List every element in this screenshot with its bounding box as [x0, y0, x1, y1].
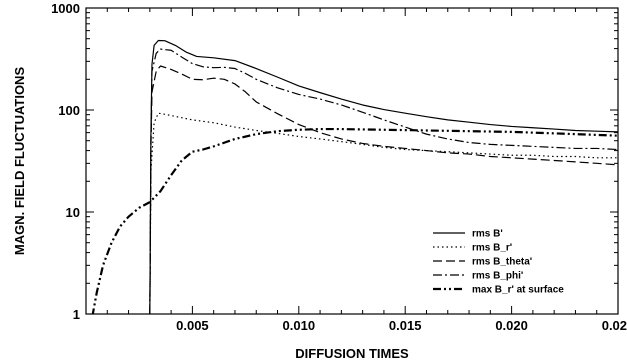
plot-frame [85, 7, 619, 315]
legend-label: rms B_r' [472, 243, 512, 254]
axis-ticks [86, 7, 619, 315]
series-group [91, 39, 618, 314]
x-tick-label: 0.005 [176, 318, 209, 333]
y-tick-label: 10 [66, 205, 80, 220]
legend-label: rms B_theta' [472, 257, 532, 268]
x-tick-label: 0.010 [283, 318, 316, 333]
legend-label: rms B_phi' [472, 271, 523, 282]
series-line-1 [149, 39, 618, 314]
x-tick-label: 0.015 [389, 318, 422, 333]
tick-labels: 0.005 0.010 0.015 0.020 0.025 1 10 100 1000 [51, 1, 627, 333]
x-tick-label: 0.025 [602, 318, 627, 333]
series-line-2 [149, 112, 618, 314]
legend-label: max B_r' at surface [472, 285, 564, 296]
legend: rms B' rms B_r'rms B_theta'rms B_phi'max … [433, 229, 564, 296]
x-axis-title: DIFFUSION TIMES [295, 346, 409, 361]
x-tick-label: 0.020 [495, 318, 528, 333]
series-line-5 [91, 127, 618, 314]
y-axis-title: MAGN. FIELD FLUCTUATIONS [12, 67, 27, 256]
y-tick-label: 100 [58, 103, 80, 118]
legend-label: rms B' [472, 229, 503, 240]
series-line-3 [149, 65, 618, 314]
y-tick-label: 1 [73, 307, 80, 322]
y-tick-label: 1000 [51, 1, 80, 16]
series-line-4 [149, 48, 618, 314]
